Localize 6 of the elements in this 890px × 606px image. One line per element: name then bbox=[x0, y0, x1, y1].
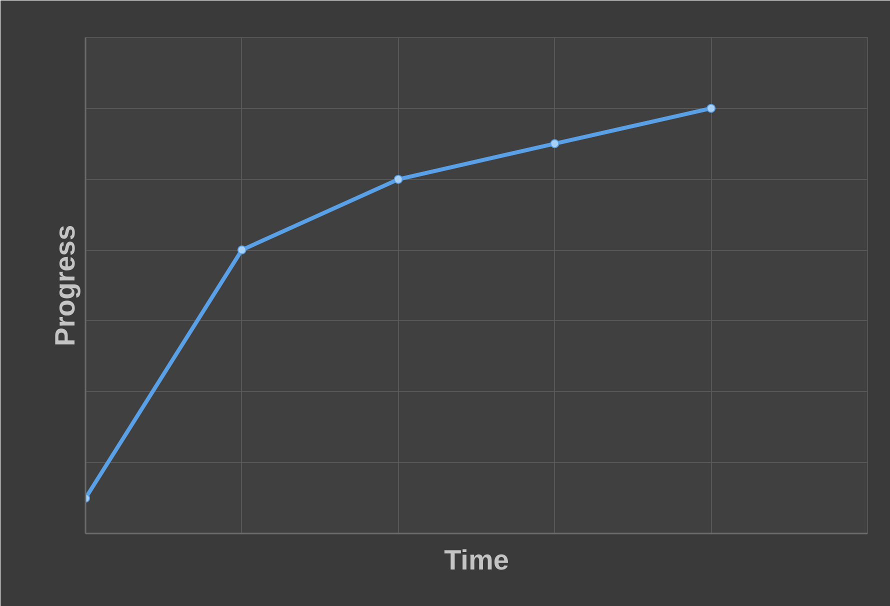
point bbox=[706, 104, 716, 113]
point bbox=[550, 139, 560, 148]
y-axis-title: Progress bbox=[50, 224, 80, 346]
point bbox=[394, 174, 403, 184]
point bbox=[237, 245, 246, 254]
x-axis-title: Time bbox=[444, 544, 509, 576]
